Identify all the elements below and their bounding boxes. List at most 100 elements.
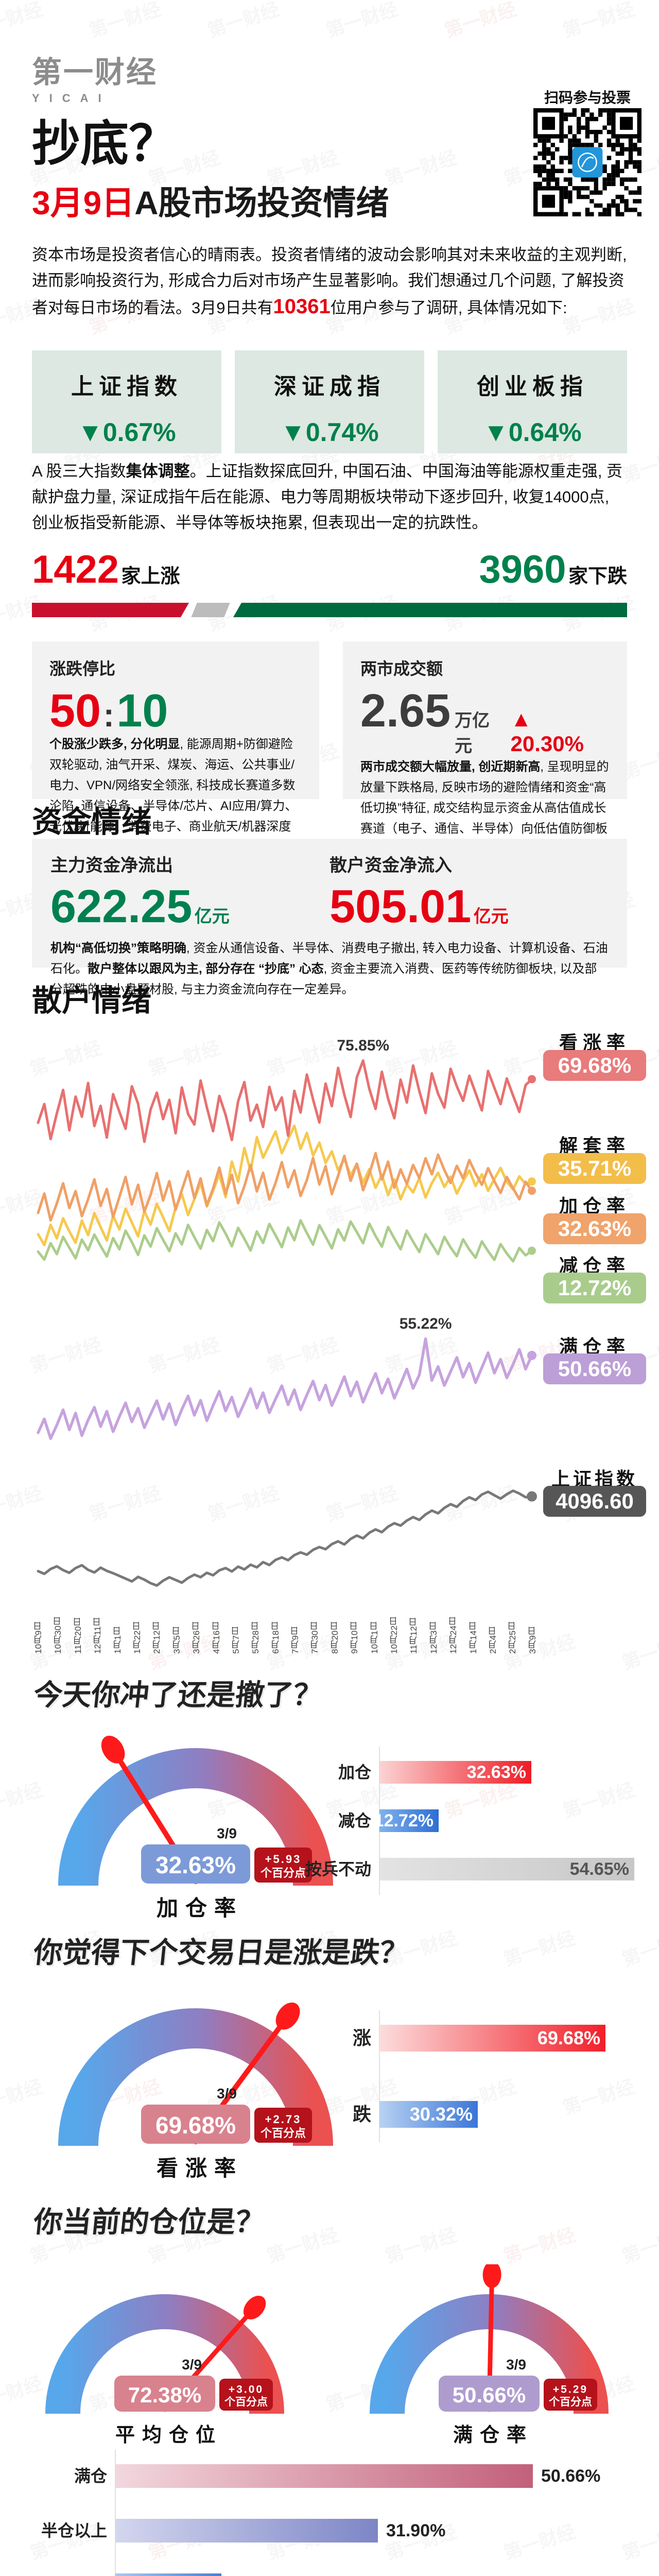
gauge-label: 加仓率 [157,1896,243,1920]
gauge-value: 72.38% [128,2383,201,2407]
x-axis-date-label: 1月22日 [132,1621,142,1654]
x-axis-date-label: 8月20日 [330,1621,340,1654]
inflow-value-row: 505.01 亿元 [330,884,609,930]
legend-jietao-label: 解套率 [559,1135,630,1156]
brand-watermark: 第一财经 [323,0,401,42]
decliners: 3960 家下跌 [479,550,627,589]
gauge-delta-value: +2.73 [265,2113,302,2126]
x-axis-date-label: 2月4日 [488,1626,498,1654]
bar-row: 54.65% [379,1858,634,1880]
gauge-date: 3/9 [217,2086,237,2102]
advancer-count: 1422 [32,548,119,591]
gauge-delta-badge [544,2379,597,2411]
funds-columns: 主力资金净流出 622.25 亿元 散户资金净流入 505.01 亿元 [50,851,609,930]
x-axis-date-label: 5月7日 [231,1626,241,1654]
funds-desc-b1: 机构“高低切换”策略明确 [50,941,186,955]
index-name: 上证指数 [71,374,182,399]
brand-watermark: 第一财经 [560,0,637,42]
brand-watermark: 第一财经 [619,2520,659,2564]
turnover-unit: 万亿元 [455,711,490,756]
x-axis-date-label: 3月5日 [171,1626,182,1654]
brand-watermark: 第一财经 [441,1778,519,1822]
series-end-dot [528,1187,536,1195]
legend-jietao-value: 35.71% [543,1153,646,1184]
bar-row-value: 12.90% [230,2573,289,2576]
turnover-value: 2.65 [360,685,451,737]
limit-up-count: 50 [49,685,101,737]
bar-row-value: 31.90% [386,2521,446,2540]
question-3-heading: 你当前的仓位是？ [32,2206,266,2238]
x-axis-date-label: 10月22日 [389,1617,400,1654]
main-outflow: 主力资金净流出 622.25 亿元 [50,851,330,930]
turnover-value-row: 2.65 万亿元 ▲ 20.30% [360,688,610,757]
page-title: 抄底？ [32,116,178,171]
bar-row: 69.68% [379,2025,605,2052]
limit-ratio-card: 涨跌停比 50 : 10 个股涨少跌多, 分化明显, 能源周期+防御避险双轮驱动… [32,641,319,854]
brand-watermark: 第一财经 [560,1778,637,1822]
series-看涨率 [37,1059,533,1143]
gauge-date: 3/9 [182,2357,202,2372]
bar-axis [115,2450,116,2576]
x-axis-date-label: 10月9日 [33,1621,43,1654]
page-subtitle: 3月9日A股市场投资情绪 [32,187,389,219]
index-change: ▼0.67% [77,418,176,447]
market-text-a: A 股三大指数 [32,462,126,480]
x-axis-date-label: 12月11日 [93,1617,103,1654]
turnover-card: 两市成交额 2.65 万亿元 ▲ 20.30% 两市成交额大幅放量, 创近期新高… [343,641,627,856]
question-1-heading: 今天你冲了还是撤了？ [32,1679,324,1711]
turnover-change: ▲ 20.30% [510,707,584,756]
gauge-needle-knob [275,2002,300,2030]
brand-watermark: 第一财经 [264,146,341,190]
brand-watermark: 第一财经 [619,2224,659,2267]
intro-paragraph: 资本市场是投资者信心的晴雨表。投资者情绪的波动会影响其对未来收益的主观判断, 进… [32,242,628,321]
retail-inflow: 散户资金净流入 505.01 亿元 [330,851,609,930]
series-end-dot [527,1350,536,1360]
gauge-needle-knob [101,1736,125,1764]
limit-ratio-title: 涨跌停比 [49,659,116,678]
x-axis-date-label: 12月24日 [448,1617,459,1654]
brand-latin: YICAI [32,92,111,105]
series-解套率 [37,1124,533,1247]
full-position-chart: 55.22% [32,1306,539,1461]
x-axis-date-label: 4月16日 [211,1621,221,1654]
turnover-desc-bold: 两市成交额大幅放量, 创近期新高 [360,760,541,774]
x-axis-date-label: 10月30日 [53,1617,63,1654]
funds-desc: 机构“高低切换”策略明确, 资金从通信设备、半导体、消费电子撤出, 转入电力设备… [50,938,609,1000]
bar-row-value: 32.63% [466,1762,526,1782]
outflow-value-row: 622.25 亿元 [50,884,330,930]
bar-row [115,2464,533,2488]
index-cards-row: 上证指数 ▼0.67% 深证成指 ▼0.74% 创业板指 ▼0.64% [32,350,627,453]
decline-bar-segment [233,603,627,617]
neutral-bar-segment [191,603,230,617]
brand-watermark: 第一财经 [500,2224,578,2267]
chart-x-axis-labels: 10月9日 10月30日 11月20日 12月11日 1月1日 1月22日 2月12日 3月5… [32,1603,539,1655]
x-axis-date-label: 11月20日 [73,1617,83,1654]
gauge-value: 32.63% [155,1852,236,1878]
brand-watermark: 第一财经 [619,1927,659,1971]
brand-watermark: 第一财经 [500,2520,578,2564]
bar-row [115,2573,221,2576]
intro-text-2: 位用户参与了调研, 具体情况如下: [330,299,567,317]
x-axis-date-label: 1月14日 [468,1621,478,1654]
series-减仓率 [37,1219,533,1263]
question-2-heading: 你觉得下个交易日是涨是跌？ [32,1936,410,1969]
advance-decline-row: 1422 家上涨 3960 家下跌 [32,550,627,589]
chart-annotation: 75.85% [337,1037,390,1054]
series-上证指数 [37,1489,533,1587]
advancers: 1422 家上涨 [32,550,180,589]
gauge-arc [45,2294,284,2414]
brand-watermark: 第一财经 [264,2224,341,2267]
gauge-delta-value: +3.00 [229,2383,264,2395]
brand-watermark: 第一财经 [86,0,164,42]
brand-name: 第一财经 [32,56,158,89]
brand-watermark: 第一财经 [500,1927,578,1971]
gauge-delta-unit: 个百分点 [224,2396,268,2408]
ratio-colon: : [103,697,114,734]
legend-sse-value: 4096.60 [543,1486,646,1517]
brand-watermark: 第一财经 [27,2520,105,2564]
brand-watermark: 第一财经 [619,1630,659,1674]
x-axis-date-label: 1月1日 [112,1626,123,1654]
